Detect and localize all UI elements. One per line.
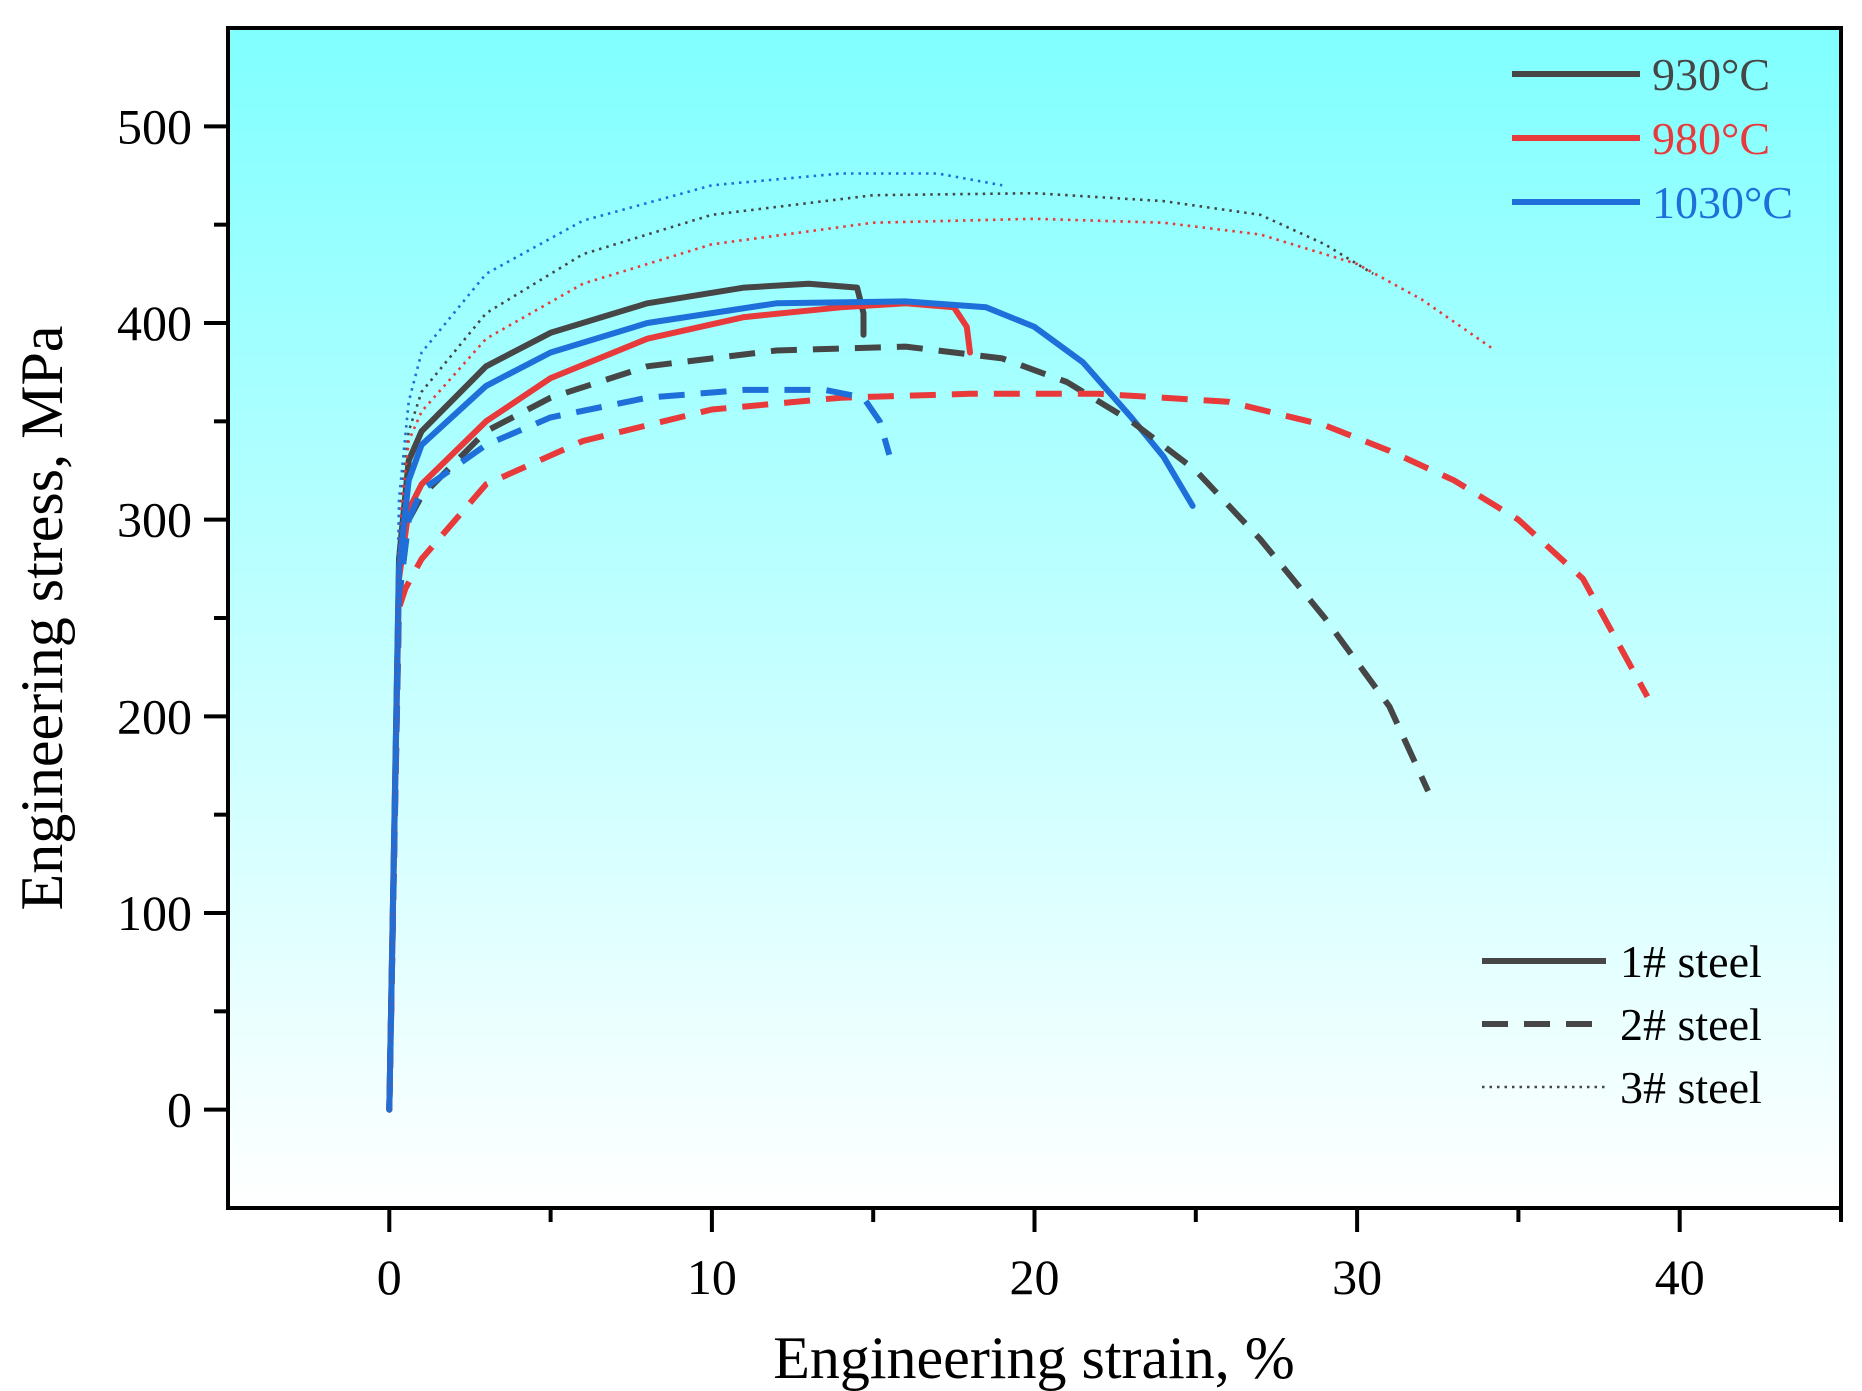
series-line-3-steel-930c xyxy=(388,191,1374,1110)
legend-temp-label: 930°C xyxy=(1652,49,1770,100)
x-axis-title: Engineering strain, % xyxy=(773,1325,1295,1391)
legend-temp-label: 1030°C xyxy=(1652,177,1793,228)
y-tick-label: 200 xyxy=(117,688,192,744)
y-tick-label: 500 xyxy=(117,98,192,154)
series-line-2-steel-980c xyxy=(386,390,1651,1110)
y-tick-label: 300 xyxy=(117,492,192,548)
series-line-2-steel-1030c xyxy=(386,386,893,1110)
series-layer xyxy=(386,172,1651,1113)
x-tick-label: 20 xyxy=(1010,1249,1060,1305)
x-tick-label: 30 xyxy=(1332,1249,1382,1305)
x-tick-label: 10 xyxy=(687,1249,737,1305)
legend-steel-label: 3# steel xyxy=(1620,1062,1762,1113)
series-line-3-steel-980c xyxy=(388,217,1494,1110)
plot-background xyxy=(228,28,1841,1208)
legend-steel-label: 1# steel xyxy=(1620,936,1762,987)
y-axis-ticks: 0 100 200 300 400 500 xyxy=(117,98,228,1138)
x-tick-label: 40 xyxy=(1655,1249,1705,1305)
series-line-1-steel-1030c xyxy=(386,298,1196,1113)
y-axis-title: Engineering stress, MPa xyxy=(9,326,75,911)
y-tick-label: 400 xyxy=(117,295,192,351)
legend-temp-label: 980°C xyxy=(1652,113,1770,164)
legend-steel-label: 2# steel xyxy=(1620,999,1762,1050)
legend-steel: 1# steel 2# steel 3# steel xyxy=(1482,936,1762,1113)
legend-temperature: 930°C 980°C 1030°C xyxy=(1512,49,1793,228)
y-tick-label: 100 xyxy=(117,885,192,941)
series-line-3-steel-1030c xyxy=(388,172,1003,1110)
y-tick-label: 0 xyxy=(167,1082,192,1138)
x-axis-ticks: 0 10 20 30 40 xyxy=(377,1208,1843,1305)
x-tick-label: 0 xyxy=(377,1249,402,1305)
